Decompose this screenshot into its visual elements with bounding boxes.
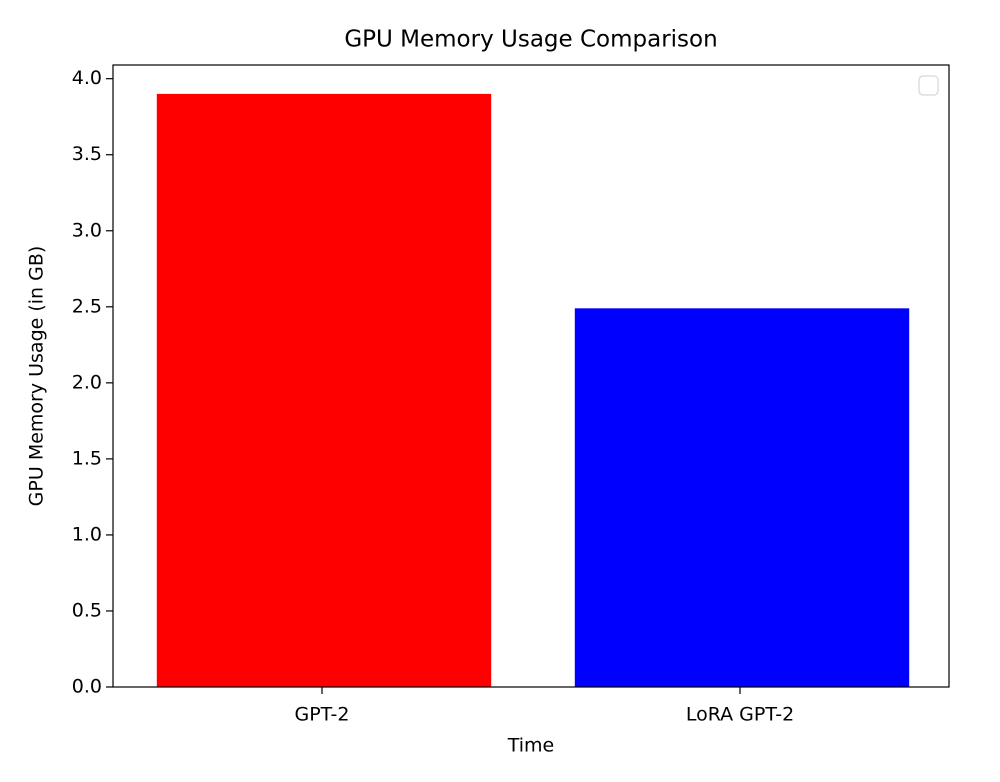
plot-frame: [112, 64, 950, 688]
bar: [156, 93, 492, 687]
legend-box: [918, 75, 939, 96]
y-tick-label: 1.5: [72, 447, 102, 469]
y-tick-label: 2.5: [72, 295, 102, 317]
x-tick-label: GPT-2: [295, 704, 350, 726]
bar: [574, 308, 910, 687]
x-axis-label: Time: [507, 735, 555, 757]
y-tick-label: 1.0: [72, 523, 102, 545]
y-axis-label: GPU Memory Usage (in GB): [26, 246, 48, 507]
y-tick-label: 2.0: [72, 371, 102, 393]
chart-title: GPU Memory Usage Comparison: [344, 27, 717, 53]
x-tick-label: LoRA GPT-2: [686, 704, 794, 726]
y-tick-label: 4.0: [72, 67, 102, 89]
y-tick-label: 0.0: [72, 676, 102, 698]
y-tick-label: 3.5: [72, 143, 102, 165]
y-tick-label: 3.0: [72, 219, 102, 241]
y-tick-label: 0.5: [72, 599, 102, 621]
